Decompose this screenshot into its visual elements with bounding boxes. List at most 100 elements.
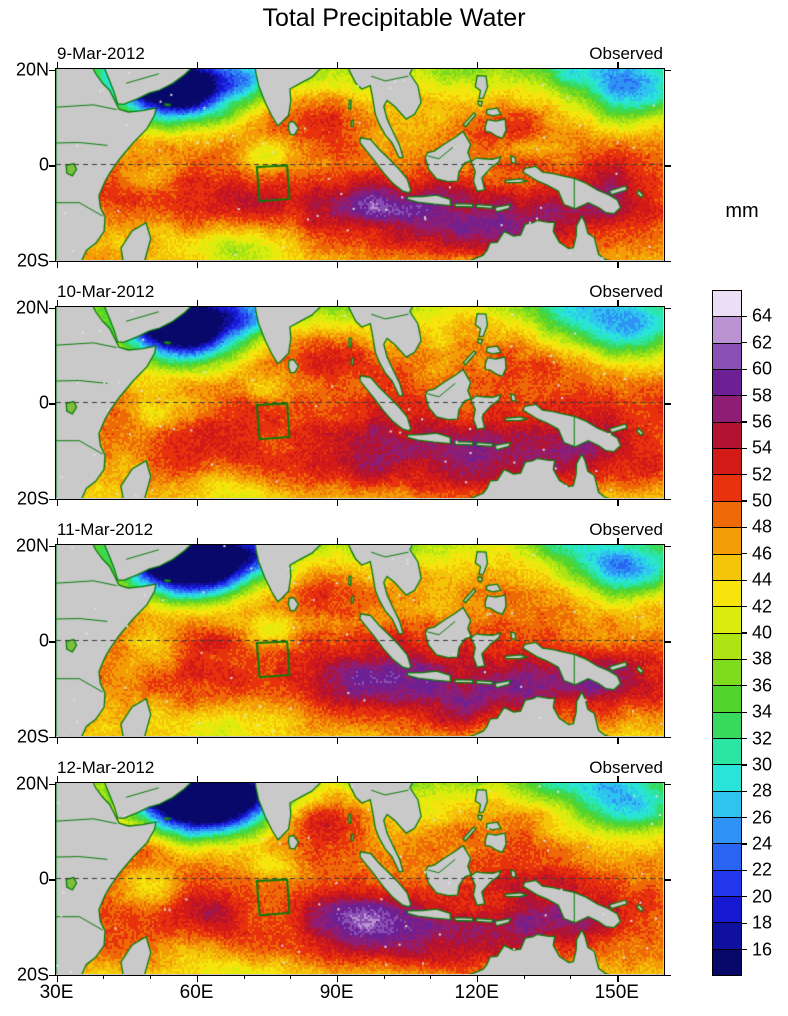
axis-tick (664, 403, 671, 405)
colorbar-units-label: mm (725, 200, 759, 222)
axis-tick (48, 974, 55, 977)
colorbar-cell (713, 658, 741, 686)
y-axis-tick-label: 0 (38, 154, 49, 175)
panel: 11-Mar-2012 Observed 20N 0 20S (16, 520, 671, 746)
colorbar-tick (742, 421, 747, 423)
axis-tick (56, 299, 59, 306)
y-axis-tick-label: 20N (15, 59, 49, 79)
colorbar (712, 290, 742, 976)
axis-tick (476, 537, 479, 544)
colorbar-tick-label: 44 (752, 569, 773, 590)
axis-tick (664, 545, 671, 548)
panel-date-label: 11-Mar-2012 (57, 520, 154, 539)
axis-tick (476, 975, 479, 982)
colorbar-tick-label: 48 (752, 516, 773, 537)
x-axis-tick-label: 90E (319, 982, 354, 1003)
colorbar-tick-label: 32 (752, 728, 773, 749)
x-axis-tick-label: 150E (594, 982, 639, 1003)
colorbar-cell (713, 421, 741, 449)
axis-tick (617, 261, 619, 268)
colorbar-tick-label: 36 (752, 675, 773, 696)
map-frame (48, 537, 671, 744)
colorbar-tick-label: 46 (752, 543, 773, 564)
map-frame (48, 61, 671, 268)
axis-tick (336, 261, 339, 268)
colorbar-tick (742, 394, 747, 397)
axis-tick (476, 499, 479, 506)
axis-tick (336, 61, 339, 68)
axis-tick (664, 498, 671, 501)
colorbar-tick (742, 447, 747, 449)
panel-header: 11-Mar-2012 Observed (55, 520, 665, 542)
colorbar-tick-label: 22 (752, 859, 773, 880)
colorbar-cell (713, 316, 741, 343)
colorbar-cell (713, 527, 741, 554)
axis-tick (48, 783, 55, 786)
colorbar-tick (742, 632, 747, 634)
y-axis-tick-label: 20N (15, 773, 49, 793)
colorbar-cell (713, 816, 741, 844)
axis-tick (56, 499, 59, 506)
axis-tick (664, 641, 671, 643)
axis-tick (617, 975, 619, 982)
axis-tick (290, 975, 292, 979)
axis-tick (570, 975, 572, 979)
colorbar-tick (742, 790, 747, 792)
x-axis-tick-label: 30E (39, 982, 74, 1003)
axis-tick (664, 879, 671, 881)
axis-tick (196, 499, 199, 506)
panel-date-label: 10-Mar-2012 (57, 282, 155, 301)
colorbar-cell (713, 737, 741, 765)
map-canvas (56, 307, 663, 498)
colorbar-tick (742, 764, 747, 766)
axis-tick (664, 307, 671, 310)
map-frame (48, 775, 671, 982)
axis-tick (48, 260, 55, 263)
colorbar-tick-label: 40 (752, 622, 773, 643)
axis-tick (196, 975, 199, 982)
colorbar-cell (713, 369, 741, 396)
colorbar-tick (742, 737, 747, 740)
y-axis-tick-label: 20S (16, 488, 49, 508)
axis-tick (48, 69, 55, 72)
colorbar-tick-label: 18 (752, 912, 773, 933)
axis-tick (48, 498, 55, 501)
colorbar-tick-label: 64 (752, 305, 773, 326)
y-axis-tick-label: 20S (16, 250, 49, 270)
axis-tick (664, 260, 671, 263)
axis-tick (617, 537, 619, 544)
axis-tick (56, 61, 59, 68)
axis-tick (336, 775, 339, 782)
axis-tick (336, 299, 339, 306)
axis-tick (476, 737, 479, 744)
colorbar-cell (713, 922, 741, 949)
y-axis-tick-label: 20N (15, 535, 49, 555)
colorbar-tick (742, 922, 747, 924)
colorbar-tick-label: 28 (752, 780, 773, 801)
y-axis-tick-label: 0 (38, 392, 49, 413)
colorbar-cell (713, 500, 741, 528)
axis-tick (196, 61, 199, 68)
axis-tick (664, 69, 671, 72)
colorbar-cell (713, 948, 741, 975)
axis-tick (664, 974, 671, 977)
axis-tick (617, 299, 619, 306)
colorbar-cell (713, 291, 741, 317)
colorbar-tick (742, 553, 747, 555)
axis-tick (103, 975, 105, 979)
colorbar-cell (713, 606, 741, 633)
map-frame (48, 299, 671, 506)
axis-tick (48, 736, 55, 739)
colorbar-cell (713, 790, 741, 817)
colorbar-tick-label: 52 (752, 464, 773, 485)
colorbar-tick (742, 342, 747, 344)
axis-tick (56, 737, 59, 744)
colorbar-tick (742, 869, 747, 872)
panel-source-label: Observed (589, 282, 663, 301)
axis-tick (56, 975, 59, 982)
colorbar-tick-label: 30 (752, 754, 773, 775)
axis-tick (196, 775, 199, 782)
colorbar-tick (742, 949, 747, 951)
axis-tick (243, 975, 245, 979)
colorbar-tick-label: 56 (752, 411, 773, 432)
